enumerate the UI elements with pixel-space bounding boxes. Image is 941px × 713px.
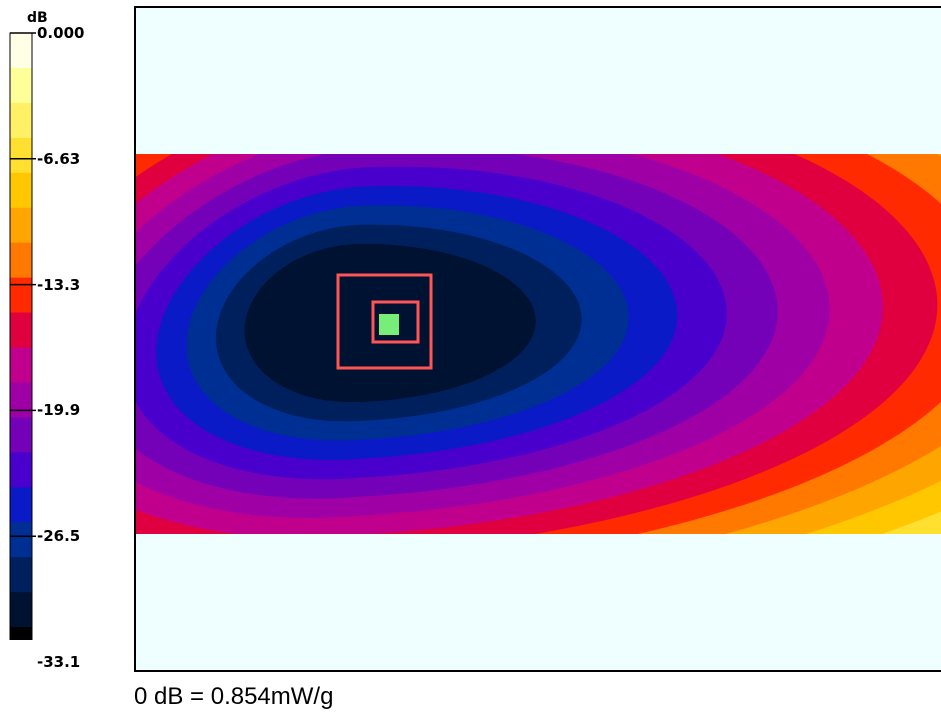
colorbar-band — [10, 67, 32, 104]
colorbar-band — [10, 627, 32, 640]
field-map — [134, 6, 941, 672]
colorbar-tick-label: -13.3 — [37, 275, 81, 294]
colorbar-band — [10, 522, 32, 558]
colorbar-tick-label: 0.000 — [37, 24, 85, 42]
colorbar-band — [10, 417, 32, 453]
colorbar-tick-label: -6.63 — [37, 149, 81, 168]
reference-note: 0 dB = 0.854mW/g — [134, 683, 334, 710]
colorbar-band — [10, 172, 32, 209]
colorbar-band — [10, 137, 32, 174]
colorbar-band — [10, 557, 32, 593]
colorbar-band — [10, 452, 32, 488]
colorbar-band — [10, 277, 32, 314]
colorbar-band — [10, 592, 32, 628]
colorbar-tick-label: -26.5 — [37, 527, 81, 546]
colorbar-band — [10, 312, 32, 349]
peak-marker — [379, 314, 399, 335]
colorbar-tick-label: -19.9 — [37, 401, 81, 420]
colorbar-band — [10, 487, 32, 523]
colorbar-unit-label: dB — [27, 10, 48, 26]
colorbar — [9, 32, 36, 640]
inner-scan-square — [371, 300, 420, 344]
colorbar-band — [10, 242, 32, 279]
colorbar-band — [10, 347, 32, 384]
colorbar-band — [10, 102, 32, 139]
contour-bands — [134, 154, 941, 534]
colorbar-band — [10, 382, 32, 418]
outer-scan-square — [336, 273, 433, 370]
colorbar-tick-label: -33.1 — [37, 653, 81, 671]
colorbar-band — [10, 33, 32, 69]
colorbar-band — [10, 207, 32, 244]
